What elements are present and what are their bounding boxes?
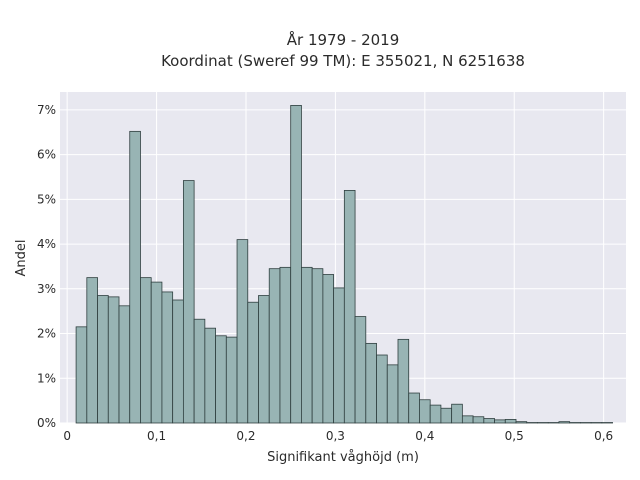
histogram-bar-41 bbox=[515, 421, 528, 424]
histogram-bar-34 bbox=[440, 407, 453, 424]
x-axis-ticks: 0 0,1 0,2 0,3 0,4 0,5 0,6 bbox=[63, 429, 613, 443]
histogram-bar-17 bbox=[258, 295, 270, 424]
y-tick-label-6: 6% bbox=[37, 148, 56, 162]
chart-title-line-2: Koordinat (Sweref 99 TM): E 355021, N 62… bbox=[161, 52, 525, 70]
histogram-bar-27 bbox=[365, 342, 377, 424]
y-tick-label-0: 0% bbox=[37, 416, 56, 430]
histogram-bar-45 bbox=[558, 421, 571, 424]
histogram-bar-10 bbox=[182, 180, 195, 424]
histogram-bar-36 bbox=[461, 415, 474, 424]
histogram-bar-29 bbox=[386, 364, 399, 424]
histogram-bar-4 bbox=[118, 305, 131, 424]
histogram-bar-15 bbox=[236, 239, 249, 424]
y-tick-label-7: 7% bbox=[37, 103, 56, 117]
y-axis-ticks: 0% 1% 2% 3% 4% 5% 6% 7% bbox=[37, 103, 56, 430]
histogram-bar-8 bbox=[161, 291, 174, 424]
histogram-bar-31 bbox=[408, 392, 420, 424]
histogram-bar-28 bbox=[376, 354, 388, 424]
x-tick-label-1: 0,1 bbox=[147, 429, 166, 443]
x-tick-label-0: 0 bbox=[63, 429, 71, 443]
histogram-bar-3 bbox=[107, 296, 120, 424]
histogram-bar-0 bbox=[75, 326, 88, 424]
x-tick-label-6: 0,6 bbox=[594, 429, 613, 443]
histogram-bar-22 bbox=[311, 268, 324, 424]
histogram-bar-26 bbox=[354, 316, 367, 424]
y-tick-label-1: 1% bbox=[37, 371, 56, 385]
histogram-bar-14 bbox=[225, 336, 238, 424]
y-tick-label-2: 2% bbox=[37, 327, 56, 341]
histogram-bar-30 bbox=[397, 338, 410, 424]
histogram-bar-21 bbox=[301, 266, 313, 424]
histogram-bar-2 bbox=[97, 295, 109, 424]
histogram-bar-6 bbox=[140, 277, 152, 424]
histogram-bar-13 bbox=[215, 335, 227, 424]
histogram-bar-40 bbox=[504, 419, 517, 424]
histogram-bar-16 bbox=[247, 301, 259, 424]
histogram-bar-24 bbox=[333, 287, 345, 424]
x-tick-label-5: 0,5 bbox=[505, 429, 524, 443]
histogram-bar-32 bbox=[419, 399, 431, 424]
histogram-bar-1 bbox=[86, 277, 98, 424]
histogram-bar-12 bbox=[204, 327, 216, 424]
histogram-bar-11 bbox=[193, 318, 206, 424]
histogram-bar-5 bbox=[129, 130, 141, 424]
histogram-bar-9 bbox=[172, 299, 184, 424]
x-axis-label: Signifikant våghöjd (m) bbox=[267, 450, 419, 465]
x-tick-label-2: 0,2 bbox=[236, 429, 255, 443]
y-tick-label-5: 5% bbox=[37, 192, 56, 206]
histogram-bar-7 bbox=[150, 281, 163, 424]
y-tick-label-4: 4% bbox=[37, 237, 56, 251]
histogram-bar-37 bbox=[472, 416, 485, 424]
x-tick-label-3: 0,3 bbox=[326, 429, 345, 443]
histogram-bar-33 bbox=[429, 404, 442, 424]
histogram-bar-18 bbox=[268, 268, 281, 424]
y-axis-label: Andel bbox=[14, 240, 29, 277]
chart-title-line-1: År 1979 - 2019 bbox=[287, 30, 400, 49]
histogram-bar-23 bbox=[322, 274, 335, 424]
histogram-bar-19 bbox=[279, 266, 292, 424]
histogram-bar-20 bbox=[290, 105, 302, 424]
y-tick-label-3: 3% bbox=[37, 282, 56, 296]
histogram-bar-39 bbox=[494, 419, 506, 424]
histogram-bar-38 bbox=[483, 418, 495, 424]
x-tick-label-4: 0,4 bbox=[415, 429, 434, 443]
histogram-bar-35 bbox=[451, 403, 463, 424]
histogram-bar-25 bbox=[343, 190, 356, 424]
histogram-bars bbox=[75, 105, 613, 424]
